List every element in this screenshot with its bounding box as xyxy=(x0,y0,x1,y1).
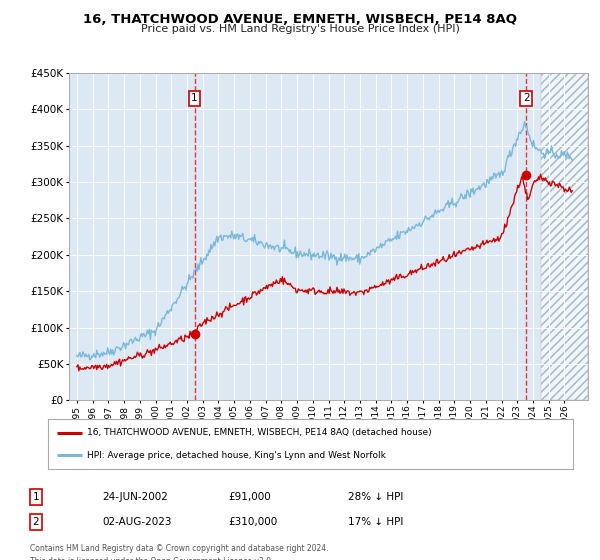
Text: 16, THATCHWOOD AVENUE, EMNETH, WISBECH, PE14 8AQ: 16, THATCHWOOD AVENUE, EMNETH, WISBECH, … xyxy=(83,13,517,26)
Text: 1: 1 xyxy=(191,94,198,103)
Bar xyxy=(541,73,588,400)
Text: Price paid vs. HM Land Registry's House Price Index (HPI): Price paid vs. HM Land Registry's House … xyxy=(140,24,460,34)
Text: 02-AUG-2023: 02-AUG-2023 xyxy=(102,517,172,527)
Text: 17% ↓ HPI: 17% ↓ HPI xyxy=(348,517,403,527)
Text: Contains HM Land Registry data © Crown copyright and database right 2024.
This d: Contains HM Land Registry data © Crown c… xyxy=(30,544,329,560)
Text: HPI: Average price, detached house, King's Lynn and West Norfolk: HPI: Average price, detached house, King… xyxy=(88,451,386,460)
Text: £91,000: £91,000 xyxy=(228,492,271,502)
Text: 24-JUN-2002: 24-JUN-2002 xyxy=(102,492,168,502)
Text: 1: 1 xyxy=(32,492,40,502)
Bar xyxy=(541,73,588,400)
Text: 2: 2 xyxy=(523,94,530,103)
Text: 2: 2 xyxy=(32,517,40,527)
Text: 28% ↓ HPI: 28% ↓ HPI xyxy=(348,492,403,502)
Text: 16, THATCHWOOD AVENUE, EMNETH, WISBECH, PE14 8AQ (detached house): 16, THATCHWOOD AVENUE, EMNETH, WISBECH, … xyxy=(88,428,432,437)
Text: £310,000: £310,000 xyxy=(228,517,277,527)
